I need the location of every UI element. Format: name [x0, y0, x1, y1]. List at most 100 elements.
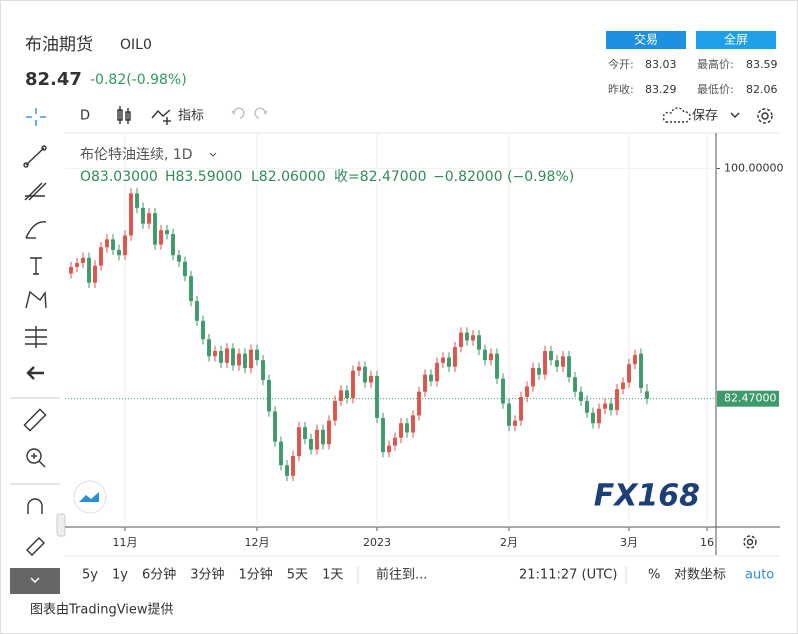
candle-body	[615, 389, 619, 411]
goto[interactable]: 前往到...	[376, 567, 427, 583]
candle-body	[105, 239, 109, 248]
crosshair-tool[interactable]	[26, 108, 46, 126]
candle-body	[231, 348, 235, 366]
candle-type-icon[interactable]	[117, 106, 131, 124]
legend-ohlc: H83.59000	[165, 169, 242, 185]
legend-ohlc: 收=82.47000	[334, 169, 427, 185]
x-tick-label: 2月	[500, 536, 518, 549]
tradingview-logo[interactable]	[73, 480, 107, 514]
candle-body	[633, 354, 637, 365]
legend-dropdown[interactable]	[209, 152, 217, 157]
stat-label: 最低价:	[697, 83, 734, 96]
candle-body	[165, 230, 169, 235]
range-button[interactable]: 5天	[287, 568, 308, 583]
side-handle[interactable]	[56, 513, 66, 537]
candle-body	[351, 370, 355, 399]
collapse-arrow[interactable]	[30, 577, 40, 584]
candle-body	[429, 374, 433, 382]
legend-name: 布伦特油连续, 1D	[80, 146, 193, 163]
candle-body	[489, 353, 493, 361]
candle-body	[189, 276, 193, 302]
candle-body	[195, 301, 199, 321]
last-price-label: 82.47000	[724, 392, 777, 405]
candle-body	[153, 213, 157, 245]
range-button[interactable]: 1分钟	[239, 567, 273, 583]
settings-gear[interactable]	[757, 108, 773, 124]
candle-body	[219, 351, 223, 363]
candle-body	[393, 437, 397, 446]
candle-body	[537, 368, 541, 375]
drawing-tools[interactable]	[10, 145, 60, 556]
stat-value: 83.29	[645, 83, 677, 96]
candle-body	[291, 456, 295, 476]
range-button[interactable]: 1y	[112, 568, 128, 583]
candle-body	[381, 417, 385, 453]
candle-body	[507, 403, 511, 426]
undo-redo[interactable]	[231, 107, 268, 119]
candle-body	[141, 207, 145, 224]
candle-body	[111, 239, 115, 250]
x-tick-label: 3月	[620, 536, 638, 549]
y-tick-label: 100.00000	[724, 161, 784, 174]
candle-body	[117, 249, 121, 256]
range-button[interactable]: 3分钟	[190, 567, 224, 583]
log-toggle[interactable]: 对数坐标	[674, 568, 726, 583]
candle-body	[261, 360, 265, 380]
indicators[interactable]: 指标	[178, 109, 204, 124]
candle-body	[123, 235, 127, 256]
save-icon[interactable]	[662, 107, 691, 123]
range-button[interactable]: 6分钟	[142, 567, 176, 583]
axis-settings[interactable]	[743, 535, 757, 549]
candle-body	[249, 349, 253, 369]
footer: 图表由TradingView提供	[30, 602, 174, 618]
trade-label[interactable]: 交易	[634, 32, 658, 47]
candle-body	[171, 234, 175, 256]
candle-body	[579, 391, 583, 401]
indicator-icon[interactable]	[151, 109, 171, 125]
candle-body	[555, 360, 559, 367]
interval[interactable]: D	[80, 109, 90, 124]
candle-body	[549, 351, 553, 361]
candle-body	[183, 261, 187, 277]
candle-body	[357, 366, 361, 371]
clock: 21:11:27 (UTC)	[519, 568, 617, 583]
candle-body	[417, 391, 421, 416]
candle-body	[375, 375, 379, 418]
candle-body	[93, 265, 97, 283]
candle-body	[639, 353, 643, 388]
fullscreen-button[interactable]	[696, 31, 776, 49]
candle-body	[279, 441, 283, 466]
watermark: FX168	[594, 479, 700, 514]
candle-body	[483, 349, 487, 361]
stat-label: 最高价:	[697, 57, 734, 71]
candle-body	[405, 423, 409, 433]
candle-body	[501, 378, 505, 404]
candle-body	[339, 390, 343, 401]
candle-body	[441, 357, 445, 363]
candle-body	[477, 335, 481, 350]
x-tick-label: 12月	[245, 536, 270, 549]
title: 布油期货	[25, 35, 93, 55]
auto-toggle[interactable]: auto	[745, 568, 774, 583]
candle-body	[147, 213, 151, 224]
stat-label: 昨收:	[608, 82, 634, 96]
range-button[interactable]: 5y	[82, 568, 98, 583]
symbol: OIL0	[120, 37, 152, 53]
stat-label: 今开:	[608, 57, 634, 71]
legend-ohlc: O83.03000	[80, 169, 158, 185]
candle-body	[609, 403, 613, 411]
range-button[interactable]: 1天	[322, 568, 343, 583]
candle-body	[585, 400, 589, 413]
candle-body	[567, 356, 571, 378]
candle-body	[75, 263, 79, 267]
save[interactable]: 保存	[692, 109, 718, 124]
last-price-box	[717, 390, 779, 407]
candle-body	[513, 420, 517, 426]
trade-button[interactable]	[606, 31, 686, 49]
percent-toggle[interactable]: %	[648, 568, 660, 583]
candle-body	[597, 408, 601, 424]
fullscreen-label[interactable]: 全屏	[724, 32, 748, 47]
candle-body	[561, 356, 565, 367]
save-dropdown[interactable]	[730, 112, 740, 118]
